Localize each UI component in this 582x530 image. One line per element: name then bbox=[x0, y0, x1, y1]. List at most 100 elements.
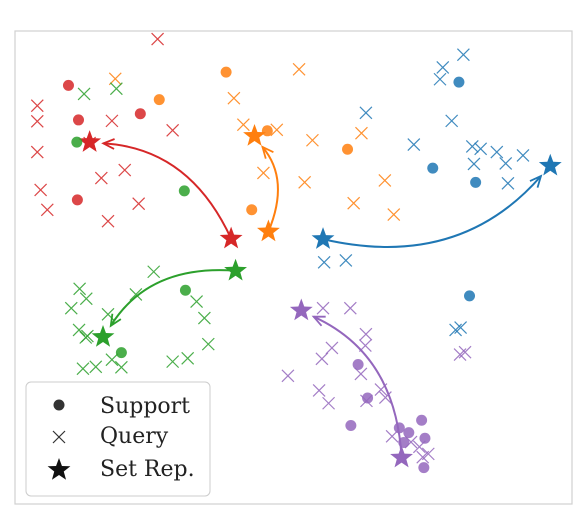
set-rep-star bbox=[289, 298, 313, 321]
query-stroke bbox=[339, 253, 353, 267]
query-marker bbox=[387, 208, 401, 221]
query-stroke bbox=[166, 355, 180, 369]
support-point bbox=[62, 79, 74, 91]
query-stroke bbox=[312, 384, 326, 397]
legend-box bbox=[25, 381, 211, 497]
query-marker bbox=[151, 32, 165, 46]
query-stroke bbox=[181, 351, 195, 365]
query-stroke bbox=[151, 32, 165, 46]
query-stroke bbox=[76, 362, 90, 376]
query-marker bbox=[306, 133, 319, 147]
query-marker bbox=[73, 282, 87, 296]
support-point bbox=[362, 392, 374, 404]
query-marker bbox=[343, 301, 357, 315]
query-stroke bbox=[355, 126, 368, 140]
query-stroke bbox=[316, 301, 330, 315]
query-stroke bbox=[166, 123, 180, 137]
query-marker bbox=[181, 351, 195, 365]
query-stroke bbox=[40, 203, 54, 217]
query-marker bbox=[416, 450, 430, 464]
query-marker bbox=[236, 118, 250, 132]
query-marker bbox=[94, 171, 108, 185]
support-point bbox=[453, 76, 465, 88]
query-stroke bbox=[465, 139, 479, 153]
query-marker bbox=[378, 174, 392, 187]
query-stroke bbox=[315, 352, 329, 366]
query-marker bbox=[129, 288, 143, 301]
support-point bbox=[342, 143, 354, 155]
query-marker bbox=[270, 123, 284, 137]
query-marker bbox=[407, 138, 421, 151]
query-stroke bbox=[407, 138, 421, 151]
query-stroke bbox=[197, 311, 211, 325]
cluster-1 bbox=[108, 62, 401, 242]
query-marker bbox=[499, 157, 513, 170]
query-marker bbox=[105, 353, 119, 367]
cluster-0 bbox=[30, 32, 243, 249]
support-point bbox=[153, 94, 165, 106]
query-marker bbox=[72, 323, 86, 337]
rep-arrow-curve bbox=[103, 142, 233, 240]
query-marker bbox=[30, 114, 44, 128]
query-stroke bbox=[378, 391, 392, 404]
rep-arrow-curve bbox=[313, 315, 403, 458]
query-stroke bbox=[453, 348, 467, 361]
query-stroke bbox=[73, 282, 87, 296]
query-stroke bbox=[64, 301, 78, 315]
support-point bbox=[427, 162, 439, 174]
query-stroke bbox=[147, 265, 161, 279]
query-stroke bbox=[359, 327, 373, 341]
query-stroke bbox=[499, 157, 513, 170]
query-marker bbox=[474, 142, 488, 156]
query-marker bbox=[114, 360, 128, 374]
query-marker bbox=[30, 99, 44, 113]
legend-support-label: Support bbox=[100, 394, 190, 419]
set-rep-star-start bbox=[257, 219, 280, 242]
query-stroke bbox=[387, 208, 401, 221]
query-marker bbox=[109, 82, 123, 96]
support-point bbox=[179, 284, 191, 296]
query-stroke bbox=[109, 82, 123, 96]
query-stroke bbox=[445, 114, 459, 128]
query-marker bbox=[132, 197, 146, 211]
query-stroke bbox=[77, 87, 91, 101]
query-marker bbox=[315, 352, 329, 366]
query-marker bbox=[359, 106, 373, 120]
query-marker bbox=[118, 163, 132, 177]
query-stroke bbox=[378, 174, 392, 187]
support-point bbox=[464, 290, 476, 302]
query-marker bbox=[317, 255, 331, 269]
query-marker bbox=[316, 301, 330, 315]
query-marker bbox=[76, 362, 90, 376]
query-stroke bbox=[385, 429, 399, 443]
query-marker bbox=[347, 196, 361, 210]
set-rep-star bbox=[78, 130, 102, 152]
query-marker bbox=[501, 176, 515, 190]
query-marker bbox=[147, 265, 161, 279]
query-marker bbox=[79, 292, 93, 306]
query-marker bbox=[436, 60, 450, 74]
support-point bbox=[71, 136, 83, 148]
query-stroke bbox=[354, 367, 368, 381]
support-point bbox=[220, 66, 232, 78]
support-point bbox=[261, 125, 273, 137]
support-point bbox=[345, 419, 357, 431]
query-stroke bbox=[359, 106, 373, 120]
query-stroke bbox=[317, 255, 331, 269]
query-marker bbox=[89, 360, 103, 374]
query-marker bbox=[339, 253, 353, 267]
set-rep-star-start bbox=[219, 226, 243, 249]
legend-query-label: Query bbox=[100, 424, 169, 449]
query-stroke bbox=[474, 142, 488, 156]
set-rep-star bbox=[538, 153, 562, 176]
query-marker bbox=[227, 91, 241, 105]
legend-star-marker bbox=[47, 458, 71, 480]
query-marker bbox=[298, 175, 312, 189]
query-stroke bbox=[281, 369, 295, 383]
legend-query-marker bbox=[52, 430, 66, 444]
query-stroke bbox=[30, 99, 44, 113]
rep-arrow-head bbox=[101, 138, 115, 150]
query-marker bbox=[359, 327, 373, 341]
support-point bbox=[72, 114, 84, 126]
